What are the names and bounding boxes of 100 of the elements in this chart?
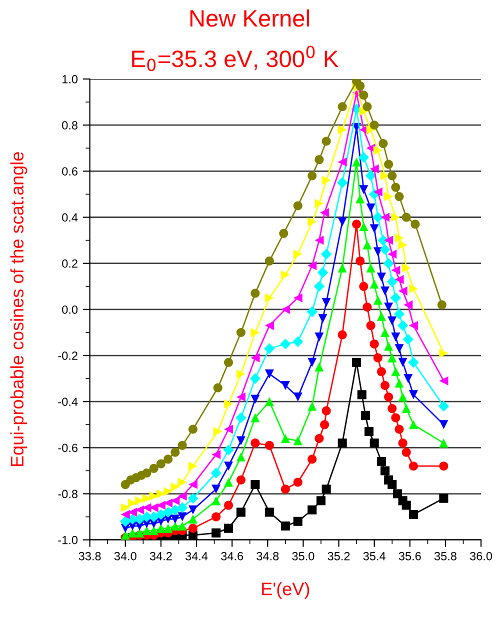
point <box>391 182 400 192</box>
point <box>250 394 260 404</box>
point <box>390 292 402 304</box>
point <box>264 321 274 330</box>
point <box>293 436 302 446</box>
point <box>402 500 411 510</box>
point <box>318 314 328 324</box>
point <box>370 120 379 130</box>
point <box>338 330 347 340</box>
point <box>404 300 413 310</box>
point <box>384 392 394 402</box>
point <box>437 300 446 310</box>
y-tick-label: -0.8 <box>58 490 78 498</box>
point <box>402 212 411 222</box>
point <box>212 450 221 460</box>
point <box>373 353 382 362</box>
point <box>373 187 382 196</box>
point <box>178 512 187 522</box>
point <box>293 392 302 402</box>
y-tick-label: 0.6 <box>62 167 78 176</box>
y-tick-label: -0.2 <box>58 352 78 360</box>
point <box>357 390 366 400</box>
point <box>365 170 376 182</box>
x-tick-label: 33.8 <box>78 552 101 560</box>
point <box>149 526 158 536</box>
point <box>188 505 198 514</box>
point <box>156 459 166 468</box>
point <box>384 192 394 202</box>
point <box>408 420 418 430</box>
point <box>376 312 386 321</box>
point <box>164 486 173 496</box>
point <box>338 125 347 134</box>
point <box>308 505 317 514</box>
point <box>439 420 448 430</box>
point <box>397 320 408 331</box>
point <box>398 438 408 448</box>
point <box>250 480 260 490</box>
point <box>356 194 365 204</box>
point <box>188 424 198 434</box>
point <box>293 293 302 302</box>
point <box>224 399 234 408</box>
point <box>314 362 324 372</box>
point <box>380 286 390 296</box>
y-axis-title: Equi-probable cosines of the scat.angle <box>10 152 28 466</box>
point <box>314 434 324 443</box>
point <box>162 506 174 518</box>
point <box>178 440 187 450</box>
point <box>178 478 187 487</box>
point <box>322 298 331 308</box>
x-tick-label: 34.8 <box>256 552 279 560</box>
point <box>398 392 408 402</box>
point <box>388 250 397 259</box>
x-tick-label: 35.8 <box>434 552 456 560</box>
point <box>380 380 390 390</box>
point <box>391 367 400 376</box>
point <box>212 496 221 506</box>
x-tick-label: 35.4 <box>363 552 386 560</box>
y-tick-label: 0.4 <box>62 213 78 222</box>
point <box>359 222 368 231</box>
point <box>320 208 330 218</box>
point <box>439 438 448 448</box>
y-tick-label: -0.4 <box>58 398 78 406</box>
point <box>408 357 419 368</box>
point <box>356 81 365 90</box>
point <box>164 454 173 464</box>
point <box>212 528 221 538</box>
point <box>338 157 347 166</box>
y-tick-label: -1.0 <box>58 536 78 544</box>
point <box>170 514 180 524</box>
point <box>212 512 221 522</box>
point <box>388 404 397 414</box>
point <box>408 462 418 471</box>
point <box>364 427 374 436</box>
point <box>314 280 325 292</box>
point <box>224 424 234 434</box>
point <box>236 436 246 446</box>
point <box>280 380 290 390</box>
point <box>236 328 246 337</box>
point <box>135 528 144 538</box>
point <box>370 339 379 348</box>
point <box>359 185 368 194</box>
point <box>170 504 181 516</box>
point <box>352 358 362 367</box>
point <box>314 155 324 164</box>
point <box>384 342 394 351</box>
point <box>188 492 198 504</box>
point <box>380 212 390 222</box>
point <box>338 263 347 272</box>
point <box>338 102 347 112</box>
point <box>360 410 370 420</box>
point <box>236 412 246 424</box>
point <box>149 464 158 473</box>
point <box>394 308 405 320</box>
point <box>376 456 386 466</box>
point <box>380 244 390 255</box>
point <box>279 228 288 238</box>
point <box>306 306 318 318</box>
point <box>120 516 131 527</box>
point <box>320 420 330 430</box>
point <box>176 502 188 513</box>
